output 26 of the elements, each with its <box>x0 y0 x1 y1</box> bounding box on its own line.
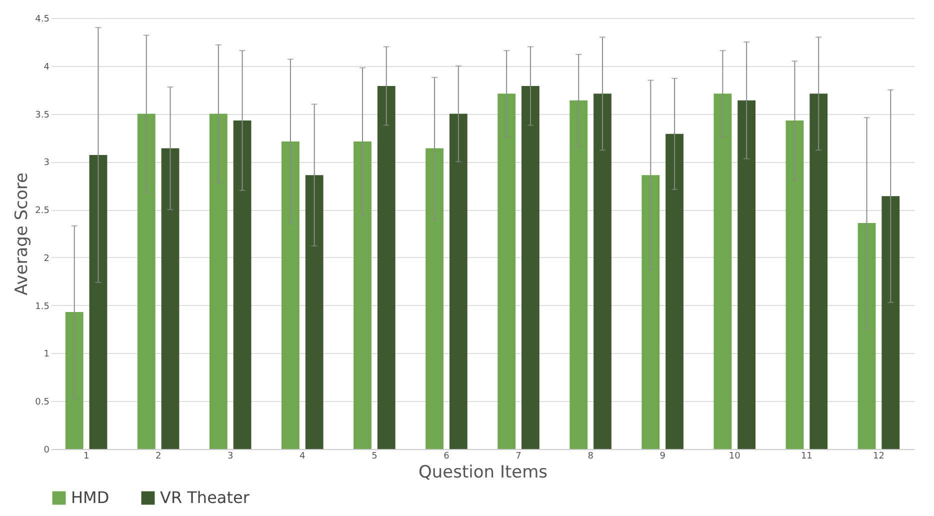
x-tick-label: 8 <box>588 452 594 462</box>
legend-label: VR Theater <box>160 488 250 507</box>
x-tick-label: 2 <box>155 452 162 462</box>
x-tick-label: 1 <box>83 452 90 462</box>
x-tick-label: 10 <box>728 452 741 462</box>
y-tick-label: 1 <box>44 350 50 360</box>
y-tick-label: 0 <box>44 446 50 456</box>
y-tick-label: 1.5 <box>35 302 50 312</box>
y-tick-label: 2 <box>44 254 50 264</box>
x-tick-label: 7 <box>516 452 522 462</box>
y-tick-label: 4.5 <box>35 14 50 24</box>
legend-label: HMD <box>71 488 110 507</box>
x-axis-title: Question Items <box>418 462 548 482</box>
x-tick-label: 11 <box>800 452 812 462</box>
y-tick-label: 3 <box>44 158 50 168</box>
x-tick-label: 12 <box>872 452 884 462</box>
y-tick-label: 4 <box>44 62 50 72</box>
x-tick-label: 9 <box>660 452 666 462</box>
x-tick-label: 3 <box>228 452 234 462</box>
x-tick-label: 5 <box>372 452 378 462</box>
x-tick-label: 4 <box>300 452 306 462</box>
y-tick-label: 0.5 <box>35 398 50 408</box>
y-tick-label: 2.5 <box>35 206 50 216</box>
x-tick-label: 6 <box>444 452 450 462</box>
y-tick-label: 3.5 <box>35 110 50 120</box>
y-axis-title: Average Score <box>12 172 32 296</box>
